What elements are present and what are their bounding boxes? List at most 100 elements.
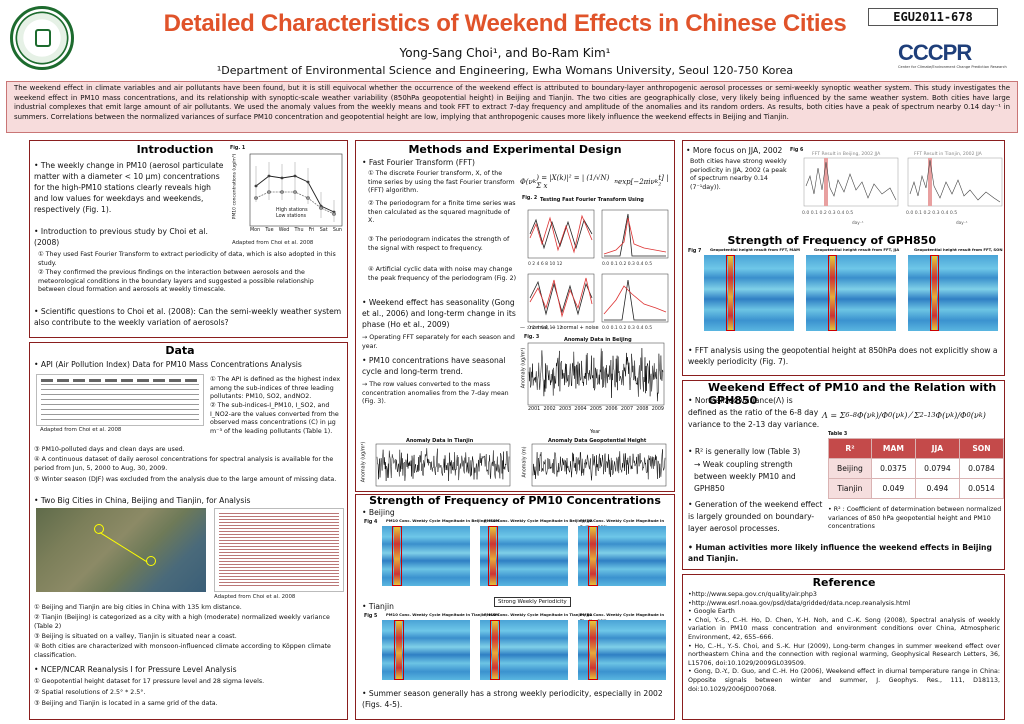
- gph-strength-title: Strength of Frequency of GPH850: [727, 234, 936, 247]
- svg-text:0.0 0.1 0.2 0.3 0.4 0.5: 0.0 0.1 0.2 0.3 0.4 0.5: [602, 261, 652, 267]
- pm10-beijing-label: • Beijing: [362, 508, 395, 517]
- list-item: • Ho, C.-H., Y.-S. Choi, and S.-K. Hur (…: [688, 642, 1000, 667]
- intro-bullet-previous-study: • Introduction to previous study by Choi…: [34, 227, 208, 247]
- pm10-strength-title: Strength of Frequency of PM10 Concentrat…: [369, 494, 661, 507]
- weekend-bullet-r2: • R² is generally low (Table 3): [688, 447, 801, 456]
- fig3-title-beijing: Anomaly Data in Beijing: [564, 337, 632, 343]
- methods-note-artificial: ④ Artificial cyclic data with noise may …: [368, 266, 517, 282]
- methods-arrow-seasonality: → Operating FFT separately for each seas…: [362, 334, 515, 350]
- fig4-heatmap-son: [578, 526, 666, 586]
- table2-image: [214, 508, 344, 592]
- data-note-days: ③ PM10-polluted days and clean days are …: [34, 446, 185, 453]
- fig4-heatmap-jja: [480, 526, 568, 586]
- table3-note: • R² : Coefficient of determination betw…: [828, 506, 1002, 531]
- fig2-legend: — : normal, — : normal + noise: [520, 325, 599, 331]
- fig1-caption: Adapted from Choi et al. 2008: [232, 240, 314, 246]
- cities-note-4: ④ Both cities are characterized with mon…: [34, 643, 331, 659]
- fig4-heatmap-mam: [382, 526, 470, 586]
- fig3-chart: Fig. 3 Anomaly Data in Beijing Anomaly D…: [361, 335, 674, 491]
- data-bullet-ncep: • NCEP/NCAR Reanalysis I for Pressure Le…: [34, 665, 237, 674]
- fig3-ylabel-beijing: Anomaly (ug/m³): [521, 347, 527, 389]
- fig7-heatmaps: Geopotential height result from FFT, MAM…: [690, 247, 1004, 343]
- fig3-year-axis: Year: [590, 430, 601, 435]
- intro-bullet-weekly-change: • The weekly change in PM10 (aerosol par…: [34, 161, 224, 214]
- ncep-note-3: ③ Beijing and Tianjin is located in a sa…: [34, 700, 218, 707]
- methods-note-strength: ③ The periodogram indicates the strength…: [368, 236, 510, 252]
- data-note-subindices: ② The sub-indices-I_PM10, I_SO2, and I_N…: [210, 402, 339, 435]
- svg-text:0.0 0.1 0.2 0.3 0.4 0.5: 0.0 0.1 0.2 0.3 0.4 0.5: [802, 210, 853, 216]
- fig5-heatmap-mam: [382, 620, 470, 680]
- table-row: Tianjin 0.049 0.494 0.0514: [828, 478, 1005, 499]
- fig1-legend: High stations Low stations: [276, 208, 308, 220]
- data-bullet-cities: • Two Big Cities in China, Beijing and T…: [34, 496, 251, 505]
- fig1-chart: Fig. 1 PM10 concentrations (ug/m³) High …: [230, 146, 346, 246]
- introduction-title: Introduction: [136, 143, 214, 156]
- gph-bullet: • FFT analysis using the geopotential he…: [688, 346, 998, 366]
- fig6-xunit-tianjin: day⁻¹: [956, 220, 968, 225]
- methods-title: Methods and Experimental Design: [408, 143, 622, 156]
- svg-text:0.0 0.1 0.2 0.3 0.4 0.5: 0.0 0.1 0.2 0.3 0.4 0.5: [602, 325, 652, 331]
- jja-gph-panel: [682, 140, 1005, 376]
- intro-note-findings: ② They confirmed the previous findings o…: [38, 269, 314, 294]
- table1-image: [36, 374, 204, 426]
- data-title: Data: [165, 344, 195, 357]
- fig2-svg: 0 2 4 6 8 10 12 0.0 0.1 0.2 0.3 0.4 0.5 0…: [527, 209, 669, 331]
- fig3-anomaly-series: [532, 449, 666, 481]
- methods-panel: [355, 140, 675, 492]
- table-row: Beijing 0.0375 0.0794 0.0784: [828, 458, 1005, 479]
- fig6-title-beijing: FFT Result in Beijing, 2002 JJA: [812, 152, 881, 157]
- map-caption: Adapted from Choi et al. 2008: [214, 594, 296, 600]
- ncep-note-2: ② Spatial resolutions of 2.5° * 2.5°.: [34, 689, 146, 696]
- table3: R² MAM JJA SON Beijing 0.0375 0.0794 0.0…: [828, 438, 1005, 499]
- variance-formula: Λ = Σ 6–8 Φ(ν k)/Φ 0 (ν k) ⁄ Σ 2–13 Φ(ν k)/Φ 0 (ν…: [822, 410, 986, 420]
- methods-bullet-seasonality: • Weekend effect has seasonality (Gong e…: [362, 298, 516, 329]
- data-bullet-api: • API (Air Pollution Index) Data for PM1…: [34, 360, 302, 369]
- university-seal: [10, 6, 74, 70]
- weekend-bullet-boundary: • Generation of the weekend effect is la…: [688, 500, 823, 533]
- weekend-conclusion: • Human activities more likely influence…: [688, 543, 992, 563]
- fig5-heatmaps: PM10 Conc. Weekly Cycle Magnitude in Tia…: [368, 612, 674, 686]
- methods-bullet-fft: • Fast Fourier Transform (FFT): [362, 158, 475, 167]
- svg-text:0.0 0.1 0.2 0.3 0.4 0.5: 0.0 0.1 0.2 0.3 0.4 0.5: [906, 210, 957, 216]
- reference-title: Reference: [812, 576, 876, 589]
- fig5-heatmap-son: [578, 620, 666, 680]
- list-item: • Google Earth: [688, 608, 735, 616]
- fig6-title-tianjin: FFT Result in Tianjin, 2002 JJA: [914, 152, 982, 157]
- list-item: •http://www.sepa.gov.cn/quality/air.php3: [688, 591, 817, 598]
- satellite-map: [36, 508, 206, 592]
- table1-caption: Adapted from Choi et al. 2008: [40, 427, 122, 433]
- data-panel: [29, 342, 348, 720]
- poster-title: Detailed Characteristics of Weekend Effe…: [163, 10, 847, 37]
- fig5-heatmap-jja: [480, 620, 568, 680]
- fig1-day-axis: Mon Tue Wed Thu Fri Sat Sun: [250, 228, 342, 233]
- fig1-ylabel: PM10 concentrations (ug/m³): [232, 153, 238, 220]
- pm10-tianjin-label: • Tianjin: [362, 602, 394, 611]
- methods-arrow-anomaly: → The row values converted to the mass c…: [362, 381, 509, 406]
- fig6-svg: 0.0 0.1 0.2 0.3 0.4 0.5 0.0 0.1 0.2 0.3 …: [802, 157, 1003, 216]
- weekend-arrow-coupling: → Weak coupling strength between weekly …: [694, 460, 796, 493]
- data-note-winter: ⑤ Winter season (DJF) was excluded from …: [34, 476, 337, 483]
- cities-note-3: ③ Beijing is situated on a valley, Tianj…: [34, 633, 237, 640]
- reference-list: •http://www.sepa.gov.cn/quality/air.php3…: [688, 591, 1000, 694]
- cities-note-2: ② Tianjin (Beijing) is categorized as a …: [34, 614, 330, 630]
- fig7-heatmap-son: [908, 255, 998, 331]
- fig2-chart: Fig. 2 Testing Fast Fourier Transform Us…: [520, 196, 674, 336]
- pm10-summary: • Summer season generally has a strong w…: [362, 689, 663, 709]
- data-note-api-def: ① The API is defined as the highest inde…: [210, 376, 341, 401]
- fig6-xunit-beijing: day⁻¹: [852, 220, 864, 225]
- abstract-id-badge: EGU2011-678: [868, 8, 998, 26]
- svg-text:0 2 4 6 8 10 12: 0 2 4 6 8 10 12: [528, 261, 562, 267]
- jja-bullet: • More focus on JJA, 2002: [686, 146, 783, 155]
- fig3-ylabel-gph: Anomaly (m): [522, 446, 528, 478]
- weekend-effect-title: Weekend Effect of PM10 and the Relation …: [708, 381, 997, 407]
- table3-header-row: R² MAM JJA SON: [828, 438, 1005, 459]
- fig7-heatmap-mam: [704, 255, 794, 331]
- list-item: •http://www.esrl.noaa.gov/psd/data/gridd…: [688, 599, 911, 607]
- methods-bullet-seasonal-cycle: • PM10 concentrations have seasonal cycl…: [362, 356, 506, 376]
- abstract-text: The weekend effect in climate variables …: [14, 84, 1010, 121]
- list-item: • Choi, Y.-S., C.-H. Ho, D. Chen, Y.-H. …: [688, 616, 1000, 641]
- table3-label: Table 3: [828, 432, 848, 437]
- fig3-svg: [375, 342, 667, 487]
- weekend-effect-panel: [682, 380, 1005, 570]
